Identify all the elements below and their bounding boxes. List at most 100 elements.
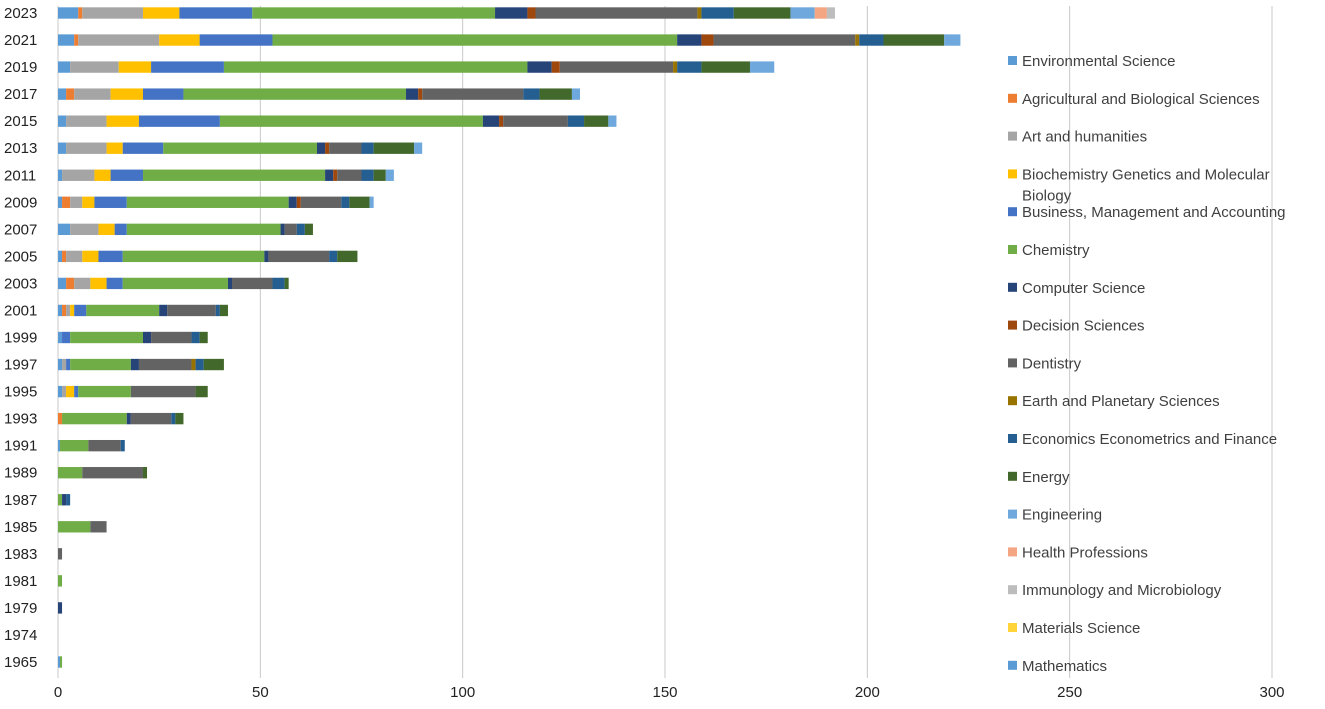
bar-segment (814, 7, 827, 19)
legend-item: Earth and Planetary Sciences (1008, 393, 1220, 410)
bar-segment (110, 88, 143, 100)
bar-segment (369, 196, 374, 208)
bar-segment (232, 277, 273, 290)
bar-segment (62, 250, 67, 263)
bar-segment (175, 412, 184, 425)
bar-segment (142, 331, 152, 344)
bar-stack-2021 (58, 34, 961, 46)
bar-segment (272, 34, 678, 46)
bar-segment (223, 61, 528, 73)
bar-segment (673, 61, 678, 73)
bar-segment (106, 277, 123, 290)
bar-segment (142, 88, 184, 100)
legend-label: Dentistry (1022, 355, 1082, 372)
bar-segment (66, 358, 71, 371)
legend-swatch (1008, 282, 1017, 292)
legend-item: Dentistry (1008, 355, 1082, 372)
bar-stack-2007 (58, 223, 313, 236)
bar-segment (288, 196, 297, 208)
bar-segment (296, 196, 301, 208)
legend-item: Economics Econometrics and Finance (1008, 431, 1277, 448)
legend-item: Environmental Science (1008, 53, 1175, 70)
bar-segment (482, 115, 500, 127)
bar-segment (130, 358, 139, 371)
bar-segment (349, 196, 370, 208)
bar-segment (82, 196, 95, 208)
bar-stack-1985 (58, 521, 107, 533)
bar-stack-1993 (58, 412, 184, 425)
bar-segment (74, 385, 79, 398)
bar-segment (66, 494, 71, 506)
legend-label: Economics Econometrics and Finance (1022, 431, 1277, 448)
bar-segment (126, 412, 131, 425)
bar-segment (329, 250, 338, 263)
x-axis-tick-labels: 0 50 100 150 200 250 300 (54, 684, 1285, 701)
bar-segment (790, 7, 815, 19)
bar-stack-2009 (58, 196, 374, 208)
bar-segment (559, 61, 674, 73)
bar-segment (122, 277, 228, 290)
bar-segment (284, 277, 289, 290)
bar-segment (571, 88, 581, 100)
bar-segment (341, 196, 350, 208)
bar-segment (118, 61, 152, 73)
bar-segment (883, 34, 945, 46)
bar-segment (527, 7, 536, 19)
bar-segment (733, 7, 791, 19)
bar-segment (106, 115, 139, 127)
legend-swatch (1008, 660, 1017, 670)
bar-segment (551, 61, 560, 73)
bar-segment (272, 277, 285, 290)
bar-segment (122, 250, 265, 263)
bar-segment (66, 304, 71, 317)
bar-segment (749, 61, 775, 73)
bar-segment (199, 34, 273, 46)
bar-segment (62, 358, 67, 371)
bar-segment (120, 439, 125, 452)
bar-segment (62, 385, 67, 398)
legend-item: Chemistry (1008, 242, 1090, 259)
y-tick-label: 2011 (4, 167, 36, 184)
bar-stack-2001 (58, 304, 228, 317)
bar-segment (70, 331, 143, 344)
legend-swatch (1008, 585, 1017, 595)
legend-label: Engineering (1022, 507, 1102, 524)
x-tick-label: 50 (252, 684, 269, 701)
bar-segment (90, 277, 107, 290)
legend-swatch (1008, 320, 1017, 330)
y-tick-label: 1993 (4, 411, 37, 428)
bar-segment (58, 304, 63, 317)
legend-item: Materials Science (1008, 620, 1140, 637)
bar-segment (422, 88, 524, 100)
bar-segment (826, 7, 835, 19)
y-tick-label: 2019 (4, 59, 37, 76)
legend-label: Chemistry (1022, 242, 1090, 259)
y-tick-label: 2007 (4, 221, 37, 238)
bar-stack-2003 (58, 277, 289, 290)
legend-swatch (1008, 207, 1017, 217)
bar-segment (280, 223, 285, 236)
legend-swatch (1008, 471, 1017, 481)
x-tick-label: 250 (1057, 684, 1082, 701)
bar-segment (58, 548, 63, 560)
bar-segment (142, 467, 148, 479)
legend-item: Art and humanities (1008, 129, 1147, 146)
legend-item: Biochemistry Genetics and Molecular Biolo… (1008, 166, 1270, 204)
y-tick-label: 1997 (4, 357, 37, 374)
legend: Environmental Science Agricultural and Bi… (1008, 53, 1286, 675)
bar-segment (66, 277, 75, 290)
bar-segment (98, 223, 115, 236)
legend-label: Mathematics (1022, 658, 1107, 675)
bar-segment (58, 277, 67, 290)
bar-segment (58, 34, 75, 46)
bar-segment (60, 439, 89, 452)
bar-segment (300, 196, 342, 208)
legend-swatch (1008, 358, 1017, 368)
bar-stack-2023 (58, 7, 835, 19)
bar-stack-1979 (58, 602, 63, 614)
legend-swatch (1008, 245, 1017, 254)
bar-segment (163, 142, 317, 154)
bar-stack-2013 (58, 142, 423, 154)
bar-segment (325, 142, 330, 154)
bar-segment (114, 223, 127, 236)
